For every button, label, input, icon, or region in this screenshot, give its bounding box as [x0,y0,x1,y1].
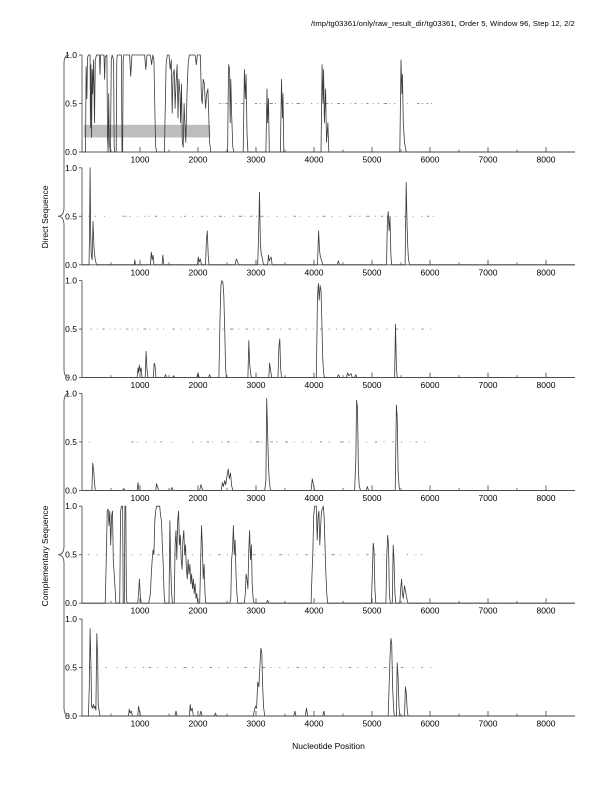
x-tick-label: 5000 [363,155,382,165]
y-tick-label: 0.0 [65,373,77,383]
y-tick-label: 0.0 [65,147,77,157]
x-tick-label: 4000 [305,155,324,165]
y-tick-label: 0.5 [65,550,77,560]
x-tick-label: 2000 [189,155,208,165]
x-tick-label: 8000 [537,493,556,503]
x-tick-label: 3000 [247,493,266,503]
highlight-region [83,124,211,138]
x-tick-label: 3000 [247,606,266,616]
x-tick-label: 3000 [247,267,266,277]
probability-curve [82,280,575,379]
x-tick-label: 4000 [305,493,324,503]
y-tick-label: 0.5 [65,663,77,673]
x-tick-label: 7000 [479,267,498,277]
probability-curve [82,167,575,266]
x-tick-label: 1000 [131,493,150,503]
x-tick-label: 4000 [305,719,324,729]
x-tick-label: 7000 [479,155,498,165]
panel-complementary-frame-3: 1000 2000 3000 4000 5000 6000 7000 8000 0.0 0.5 1.… [65,614,575,729]
x-tick-label: 8000 [537,719,556,729]
panel-direct-frame-3: 1000 2000 3000 4000 5000 6000 7000 8000 0.0 0.5 1.… [65,276,575,390]
panel-complementary-frame-2: 1000 2000 3000 4000 5000 6000 7000 8000 0.0 0.5 1.… [65,501,575,616]
y-tick-label: 0.0 [65,485,77,495]
x-tick-label: 5000 [363,380,382,390]
y-tick-label: 0.0 [65,598,77,608]
complementary-group-brace [57,392,70,717]
y-tick-label: 1.0 [65,501,77,511]
probability-curve [82,397,575,491]
y-tick-label: 1.0 [65,163,77,173]
x-tick-label: 2000 [189,719,208,729]
x-tick-label: 6000 [421,155,440,165]
x-tick-label: 7000 [479,719,498,729]
x-tick-label: 2000 [189,380,208,390]
probability-curve [82,628,575,717]
x-tick-label: 8000 [537,155,556,165]
y-tick-label: 0.0 [65,260,77,270]
y-tick-label: 1.0 [65,50,77,60]
x-tick-label: 4000 [305,267,324,277]
x-tick-label: 5000 [363,719,382,729]
y-tick-label: 0.5 [65,211,77,221]
x-tick-label: 7000 [479,493,498,503]
x-tick-label: 3000 [247,155,266,165]
x-tick-label: 3000 [247,380,266,390]
y-tick-label: 1.0 [65,388,77,398]
y-tick-label: 0.5 [65,324,77,334]
x-tick-label: 5000 [363,267,382,277]
x-tick-label: 7000 [479,606,498,616]
x-tick-label: 1000 [131,606,150,616]
plot-title: /tmp/tg03361/only/raw_result_dir/tg03361… [310,19,575,28]
x-tick-label: 6000 [421,606,440,616]
probability-curve [82,54,575,153]
x-tick-label: 6000 [421,380,440,390]
x-tick-label: 4000 [305,380,324,390]
x-tick-label: 8000 [537,380,556,390]
x-tick-label: 3000 [247,719,266,729]
x-tick-label: 2000 [189,493,208,503]
probability-curve [82,505,575,604]
panel-direct-frame-2: 1000 2000 3000 4000 5000 6000 7000 8000 0.0 0.5 1.… [65,163,575,277]
x-tick-label: 8000 [537,606,556,616]
panel-complementary-frame-1: 1000 2000 3000 4000 5000 6000 7000 8000 0.0 0.5 1.… [65,388,575,503]
panel-direct-frame-1: 1000 2000 3000 4000 5000 6000 7000 8000 0.0 0.5 1.… [65,50,575,165]
x-tick-label: 5000 [363,493,382,503]
x-tick-label: 1000 [131,380,150,390]
y-tick-label: 0.0 [65,711,77,721]
x-tick-label: 1000 [131,267,150,277]
y-tick-label: 0.5 [65,437,77,447]
x-tick-label: 2000 [189,267,208,277]
y-tick-label: 1.0 [65,276,77,286]
x-tick-label: 8000 [537,267,556,277]
x-tick-label: 1000 [131,719,150,729]
x-tick-label: 6000 [421,493,440,503]
x-tick-label: 5000 [363,606,382,616]
x-tick-label: 2000 [189,606,208,616]
x-axis-title: Nucleotide Position [292,741,365,751]
x-tick-label: 7000 [479,380,498,390]
y-tick-label: 0.5 [65,99,77,109]
x-tick-label: 1000 [131,155,150,165]
x-tick-label: 6000 [421,719,440,729]
y-tick-label: 1.0 [65,614,77,624]
x-tick-label: 6000 [421,267,440,277]
direct-group-brace [57,54,70,379]
x-tick-label: 4000 [305,606,324,616]
